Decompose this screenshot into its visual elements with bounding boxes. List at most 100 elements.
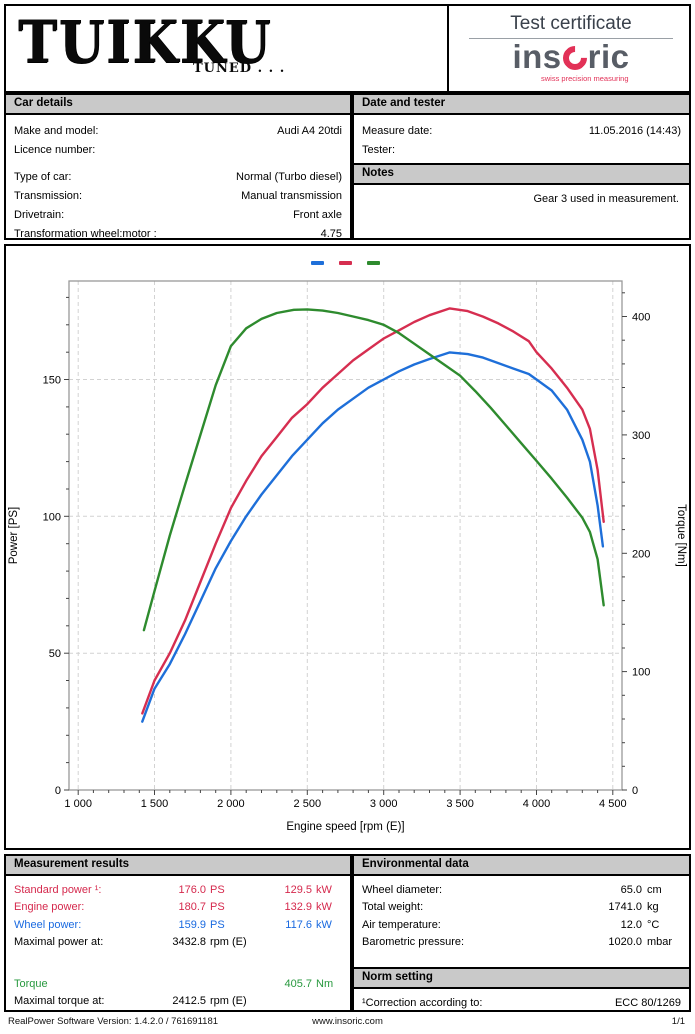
left-tick-label: 50 <box>49 648 61 660</box>
detail-label: Tester: <box>362 143 396 156</box>
env-label: Total weight: <box>362 901 424 914</box>
notes-header: Notes <box>354 163 689 185</box>
result-value-2: 129.5 <box>284 883 312 896</box>
detail-value: 4.75 <box>320 227 342 240</box>
brand-right: ric <box>587 38 630 75</box>
result-value: 2412.5 <box>172 995 206 1008</box>
measurement-row: Standard power ¹: 176.0 PS 129.5 kW <box>6 881 350 899</box>
x-tick-label: 1 000 <box>64 798 92 810</box>
x-tick-label: 3 000 <box>370 798 398 810</box>
env-label: Air temperature: <box>362 918 441 931</box>
car-details-header: Car details <box>6 95 350 115</box>
result-unit: rpm (E) <box>210 936 247 949</box>
right-tick-label: 100 <box>632 667 650 679</box>
legend-dash-torque <box>367 261 380 265</box>
detail-label: Licence number: <box>14 143 96 156</box>
detail-label: Measure date: <box>362 124 433 137</box>
title-underline <box>469 38 673 39</box>
car-detail-row: Drivetrain: Front axle <box>6 205 350 224</box>
result-label: Standard power ¹: <box>14 883 102 896</box>
environmental-row: Barometric pressure: 1020.0 mbar <box>354 934 689 952</box>
x-tick-label: 2 000 <box>217 798 245 810</box>
car-details-rows: Make and model: Audi A4 20tdi Licence numb… <box>6 115 350 243</box>
date-tester-row: Tester: <box>354 140 689 159</box>
detail-value: Manual transmission <box>241 189 342 202</box>
insoric-wordmark: ins ric <box>512 38 630 75</box>
car-detail-row: Make and model: Audi A4 20tdi <box>6 121 350 140</box>
right-axis-title: Torque [Nm] <box>675 504 687 567</box>
left-tick-label: 0 <box>55 785 61 797</box>
x-tick-label: 1 500 <box>141 798 169 810</box>
result-label: Maximal power at: <box>14 936 104 949</box>
measurement-results-header: Measurement results <box>6 856 350 876</box>
environmental-rows: Wheel diameter: 65.0 cm Total weight: 1741.0… <box>354 876 689 951</box>
car-detail-row: Type of car: Normal (Turbo diesel) <box>6 167 350 186</box>
curve-engine-power <box>141 307 605 715</box>
norm-setting-rows: ¹Correction according to: ECC 80/1269 <box>354 989 689 1012</box>
brand-left: ins <box>512 38 562 75</box>
software-version: RealPower Software Version: 1.4.2.0 / 76… <box>8 1016 219 1027</box>
measurement-row: Wheel power: 159.9 PS 117.6 kW <box>6 916 350 934</box>
env-label: Barometric pressure: <box>362 936 465 949</box>
result-unit-2: kW <box>316 918 332 931</box>
detail-label: Type of car: <box>14 170 72 183</box>
dyno-chart: 1 000 1 500 2 000 2 500 3 000 3 500 4 000 4 500… <box>4 244 691 850</box>
result-unit: rpm (E) <box>210 995 247 1008</box>
detail-label: Transmission: <box>14 189 83 202</box>
detail-value: Normal (Turbo diesel) <box>236 170 342 183</box>
result-value: 3432.8 <box>172 936 206 949</box>
norm-row: ¹Correction according to: ECC 80/1269 <box>354 993 689 1012</box>
result-value: 159.9 <box>178 918 206 931</box>
detail-value: Front axle <box>293 208 342 221</box>
certificate-title: Test certificate <box>510 13 632 34</box>
measurement-row: Maximal torque at: 2412.5 rpm (E) <box>6 993 350 1011</box>
result-value: 176.0 <box>178 883 206 896</box>
env-value: 12.0 <box>620 918 642 931</box>
insoric-o-ring-icon <box>557 41 592 75</box>
certificate-block: Test certificate ins ric swiss precision … <box>447 6 693 91</box>
result-value: 180.7 <box>178 901 206 914</box>
legend-dash-wheel-power <box>311 261 324 265</box>
x-tick-label: 4 000 <box>523 798 551 810</box>
car-detail-row: Licence number: <box>6 140 350 159</box>
environmental-section: Environmental data Wheel diameter: 65.0 cm… <box>352 854 691 1012</box>
environmental-header: Environmental data <box>354 856 689 876</box>
env-value: 65.0 <box>620 883 642 896</box>
right-tick-label: 200 <box>632 548 650 560</box>
x-tick-label: 3 500 <box>446 798 474 810</box>
environmental-row: Air temperature: 12.0 °C <box>354 916 689 934</box>
result-unit: PS <box>210 901 225 914</box>
result-unit-2: Nm <box>316 977 334 990</box>
left-tick-label: 100 <box>43 511 61 523</box>
detail-value: 11.05.2016 (14:43) <box>588 124 681 137</box>
left-axis-title: Power [PS] <box>8 507 20 565</box>
result-label: Engine power: <box>14 901 85 914</box>
page-number: 1/1 <box>671 1016 685 1027</box>
result-value-2: 405.7 <box>284 977 312 990</box>
result-unit: PS <box>210 883 225 896</box>
norm-setting-header: Norm setting <box>354 967 689 989</box>
date-tester-row: Measure date: 11.05.2016 (14:43) <box>354 121 689 140</box>
curve-wheel-power <box>141 351 605 723</box>
left-tick-label: 150 <box>43 375 61 387</box>
detail-label: Make and model: <box>14 124 99 137</box>
measurement-results-section: Measurement results Standard power ¹: 176… <box>4 854 352 1012</box>
insoric-logo: ins ric swiss precision measuring <box>512 38 630 84</box>
result-label: Torque <box>14 977 48 990</box>
right-tick-label: 400 <box>632 312 650 324</box>
env-unit: mbar <box>647 936 673 949</box>
curve-torque <box>142 308 605 632</box>
date-tester-rows: Measure date: 11.05.2016 (14:43) Tester: <box>354 115 689 159</box>
result-unit-2: kW <box>316 901 332 914</box>
environmental-row: Wheel diameter: 65.0 cm <box>354 881 689 899</box>
tuner-logo: TUIKKU <box>18 8 273 77</box>
result-label: Maximal torque at: <box>14 995 105 1008</box>
legend-dash-engine-power <box>339 261 352 265</box>
measurement-row: Maximal power at: 3432.8 rpm (E) <box>6 934 350 952</box>
result-unit-2: kW <box>316 883 332 896</box>
norm-label: ¹Correction according to: <box>362 996 483 1009</box>
measurement-row: Engine power: 180.7 PS 132.9 kW <box>6 899 350 917</box>
x-axis-title: Engine speed [rpm (E)] <box>286 821 404 833</box>
date-tester-header: Date and tester <box>354 95 689 115</box>
plot-frame <box>68 280 623 791</box>
